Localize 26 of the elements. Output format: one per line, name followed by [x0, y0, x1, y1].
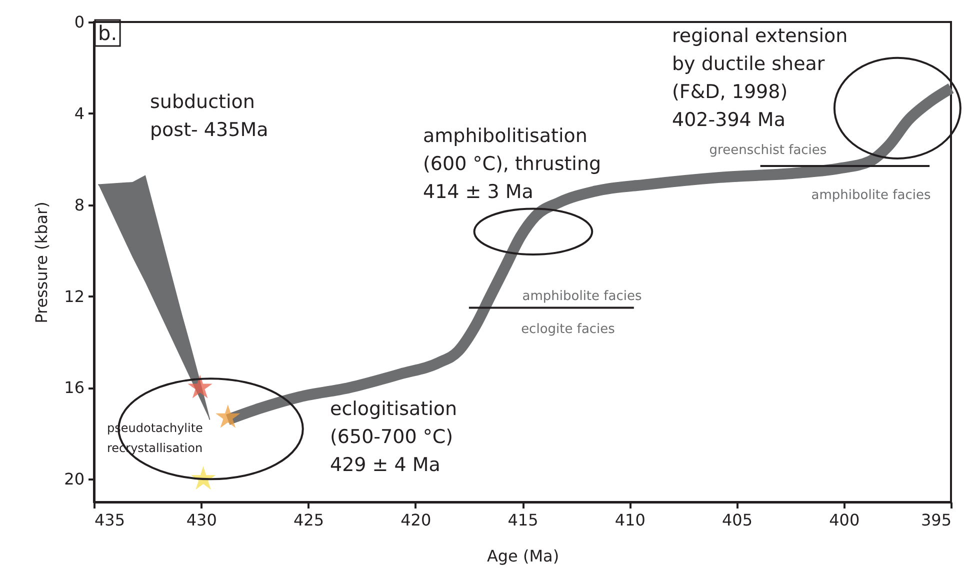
y-tick-label: 12: [64, 286, 84, 306]
annotation: greenschist facies: [709, 143, 827, 158]
x-tick-label: 415: [508, 510, 538, 530]
x-tick-label: 425: [293, 510, 324, 530]
y-tick-label: 20: [64, 470, 84, 489]
y-tick-label: 16: [64, 378, 84, 398]
annotation: b.: [98, 21, 118, 45]
annotation: amphibolite facies: [811, 188, 931, 203]
annotation: amphibolitisation (600 °C), thrusting 414 ± 3 Ma: [423, 125, 602, 203]
x-tick-label: 420: [400, 510, 432, 530]
y-tick-label: 0: [74, 12, 84, 32]
y-axis-title: Pressure (kbar): [32, 202, 52, 324]
annotation: subduction post- 435Ma: [150, 91, 268, 141]
x-axis-title: Age (Ma): [486, 546, 560, 566]
x-tick-label: 405: [722, 510, 753, 530]
x-tick-label: 435: [94, 510, 126, 530]
annotation: eclogitisation (650-700 °C) 429 ± 4 Ma: [330, 398, 458, 476]
x-tick-label: 410: [614, 510, 646, 530]
y-tick-label: 8: [74, 195, 84, 214]
annotation: regional extension by ductile shear (F&D, 1998) 402-394 Ma: [672, 25, 848, 131]
annotation: amphibolite facies: [522, 289, 642, 304]
annotation: eclogite facies: [521, 322, 616, 337]
y-tick-label: 4: [74, 104, 84, 123]
x-tick-label: 395: [920, 510, 952, 530]
x-tick-label: 430: [186, 510, 217, 530]
x-tick-label: 400: [829, 510, 860, 530]
